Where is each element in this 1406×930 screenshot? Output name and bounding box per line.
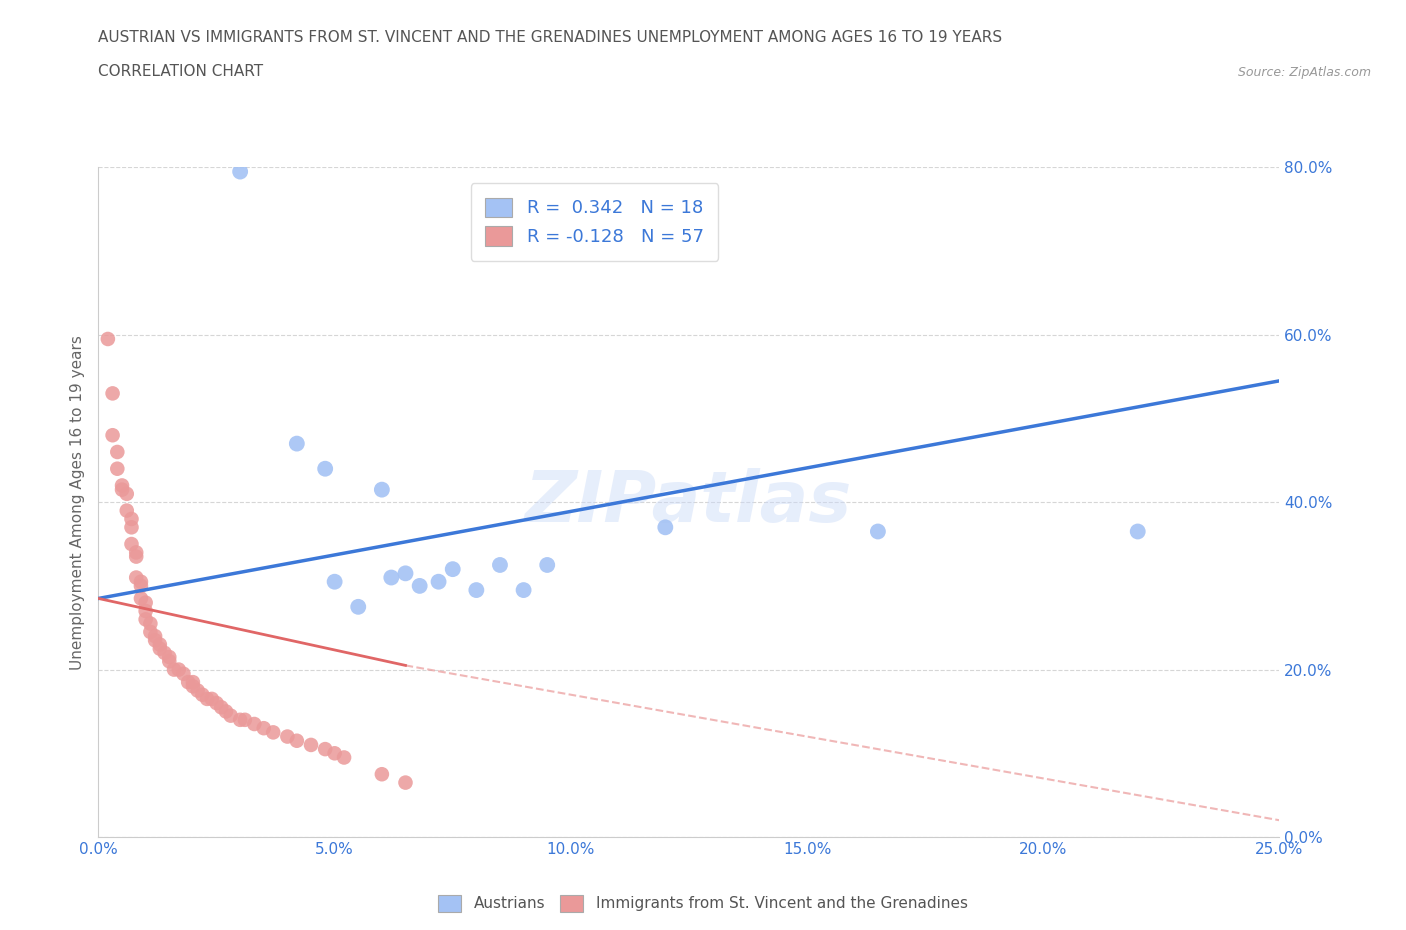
Point [125,570,148,585]
Point [285,733,308,748]
Point [229,712,252,727]
Point [135,612,157,627]
Point [299,737,322,752]
Point [129,591,152,606]
Text: Source: ZipAtlas.com: Source: ZipAtlas.com [1237,66,1371,79]
Point [441,562,464,577]
Point [135,604,157,618]
Point [115,503,138,518]
Point [201,692,224,707]
Point [465,582,488,598]
Point [125,545,148,560]
Point [333,750,356,764]
Point [105,461,128,476]
Point [177,675,200,690]
Point [371,483,394,498]
Point [323,746,346,761]
Point [129,578,152,593]
Point [195,692,218,707]
Point [371,766,394,781]
Point [163,662,186,677]
Y-axis label: Unemployment Among Ages 16 to 19 years: Unemployment Among Ages 16 to 19 years [69,335,84,670]
Point [866,525,889,539]
Point [149,642,172,657]
Point [276,729,298,744]
Point [105,445,128,459]
Point [512,582,534,598]
Point [181,679,204,694]
Point [427,575,450,590]
Point [233,712,256,727]
Point [167,662,190,677]
Point [209,700,232,715]
Point [121,520,143,535]
Point [181,675,204,690]
Point [408,578,430,593]
Point [1126,525,1149,539]
Point [323,575,346,590]
Point [121,512,143,526]
Point [654,520,676,535]
Point [157,650,180,665]
Point [111,478,134,493]
Point [205,696,228,711]
Text: AUSTRIAN VS IMMIGRANTS FROM ST. VINCENT AND THE GRENADINES UNEMPLOYMENT AMONG AG: AUSTRIAN VS IMMIGRANTS FROM ST. VINCENT … [98,30,1002,45]
Point [243,717,266,732]
Point [139,625,162,640]
Point [394,565,416,580]
Point [172,666,194,681]
Point [129,575,152,590]
Point [229,165,252,179]
Point [191,687,214,702]
Point [149,637,172,652]
Point [314,742,336,757]
Point [139,617,162,631]
Point [115,486,138,501]
Point [143,629,166,644]
Point [97,332,120,347]
Point [285,436,308,451]
Point [219,709,242,724]
Point [121,537,143,551]
Point [347,600,370,615]
Point [536,558,558,573]
Point [394,776,416,790]
Point [262,725,284,740]
Point [153,645,176,660]
Legend: R =  0.342   N = 18, R = -0.128   N = 57: R = 0.342 N = 18, R = -0.128 N = 57 [471,183,718,260]
Point [101,428,124,443]
Text: CORRELATION CHART: CORRELATION CHART [98,64,263,79]
Point [489,558,512,573]
Point [187,683,209,698]
Point [314,461,336,476]
Text: ZIPatlas: ZIPatlas [526,468,852,537]
Point [101,386,124,401]
Point [111,483,134,498]
Point [125,549,148,564]
Point [135,595,157,610]
Point [380,570,402,585]
Point [215,704,238,719]
Point [157,654,180,669]
Point [143,633,166,648]
Legend: Austrians, Immigrants from St. Vincent and the Grenadines: Austrians, Immigrants from St. Vincent a… [432,889,974,918]
Point [253,721,276,736]
